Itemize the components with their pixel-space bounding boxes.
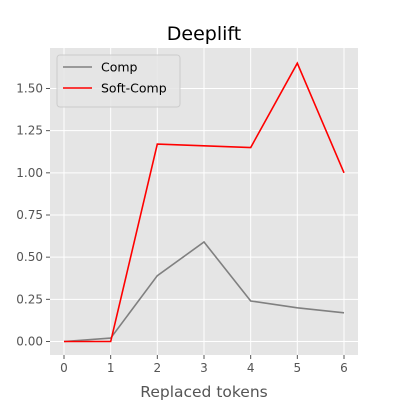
- x-tick-label: 2: [154, 361, 162, 375]
- y-tick-label: 0.25: [16, 292, 43, 306]
- x-tick-label: 0: [60, 361, 68, 375]
- legend-box: [56, 54, 181, 108]
- chart-title: Deeplift: [167, 23, 241, 45]
- x-tick-label: 1: [107, 361, 115, 375]
- y-tick-label: 1.00: [16, 166, 43, 180]
- y-tick-label: 0.50: [16, 250, 43, 264]
- legend-label: Comp: [101, 60, 138, 75]
- x-tick-label: 4: [247, 361, 255, 375]
- series-layer: [63, 61, 345, 343]
- y-axis: 0.00 0.25 0.50 0.75 1.00 1.25 1.50: [16, 81, 50, 349]
- x-axis: 0 1 2 3 4 5 6: [60, 355, 348, 375]
- x-tick-label: 3: [200, 361, 208, 375]
- y-tick-label: 1.50: [16, 81, 43, 95]
- x-tick-label: 5: [294, 361, 302, 375]
- y-tick-label: 0.75: [16, 208, 43, 222]
- legend: Comp Soft-Comp: [56, 54, 181, 108]
- legend-label: Soft-Comp: [101, 81, 167, 96]
- x-axis-label: Replaced tokens: [140, 383, 268, 400]
- x-tick-label: 6: [340, 361, 348, 375]
- y-tick-label: 1.25: [16, 124, 43, 138]
- series-line-soft-comp: [64, 61, 345, 343]
- y-tick-label: 0.00: [16, 335, 43, 349]
